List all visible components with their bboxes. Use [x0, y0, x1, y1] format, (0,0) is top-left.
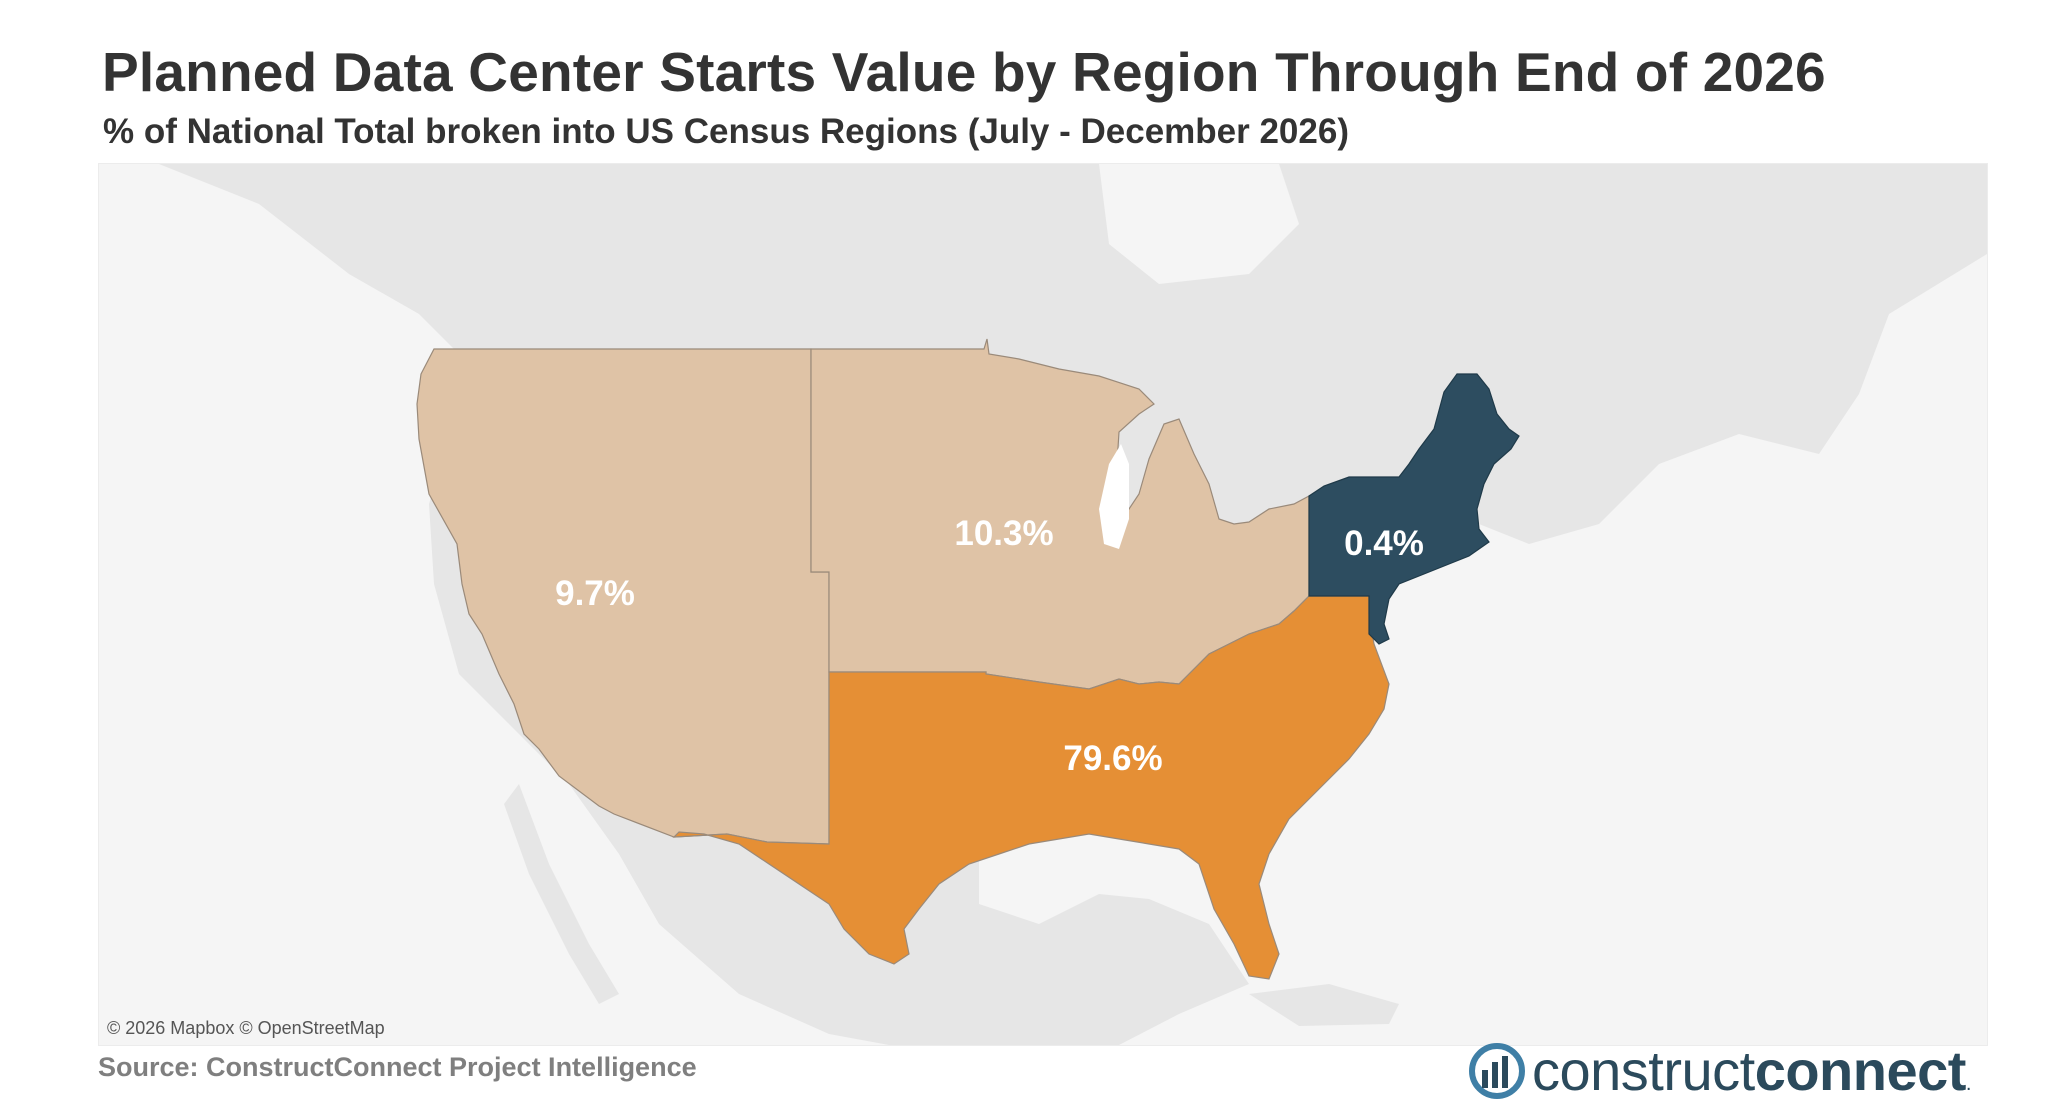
logo-text-mark: . [1965, 1073, 1972, 1095]
lake-michigan [1099, 444, 1129, 549]
page-title: Planned Data Center Starts Value by Regi… [102, 41, 1826, 103]
page-subtitle: % of National Total broken into US Censu… [103, 112, 1349, 151]
basemap-baja [504, 784, 619, 1004]
map-panel[interactable]: 9.7% 10.3% 79.6% 0.4% © 2026 Mapbox © Op… [98, 163, 1988, 1046]
logo-mark-icon [1469, 1043, 1525, 1099]
basemap-caribbean [1249, 984, 1399, 1026]
map-canvas[interactable]: 9.7% 10.3% 79.6% 0.4% [99, 164, 1987, 1045]
region-northeast-shape[interactable] [1308, 373, 1520, 645]
region-midwest[interactable] [810, 338, 1310, 690]
map-attribution[interactable]: © 2026 Mapbox © OpenStreetMap [107, 1018, 385, 1038]
source-note: Source: ConstructConnect Project Intelli… [98, 1052, 697, 1082]
region-label-south: 79.6% [1063, 739, 1162, 778]
region-label-midwest: 10.3% [954, 514, 1053, 553]
logo-text-regular: construct [1532, 1039, 1755, 1102]
logo-wordmark: constructconnect. [1532, 1040, 1971, 1115]
region-northeast[interactable] [1308, 373, 1520, 645]
region-south-shape[interactable] [672, 595, 1390, 980]
region-south[interactable] [672, 595, 1390, 980]
basemap-hudson-bay [1099, 164, 1299, 284]
logo-text-bold: connect [1754, 1039, 1967, 1102]
region-label-northeast: 0.4% [1344, 524, 1424, 563]
brand-logo: constructconnect. [1466, 1040, 1996, 1102]
region-label-west: 9.7% [555, 574, 635, 613]
